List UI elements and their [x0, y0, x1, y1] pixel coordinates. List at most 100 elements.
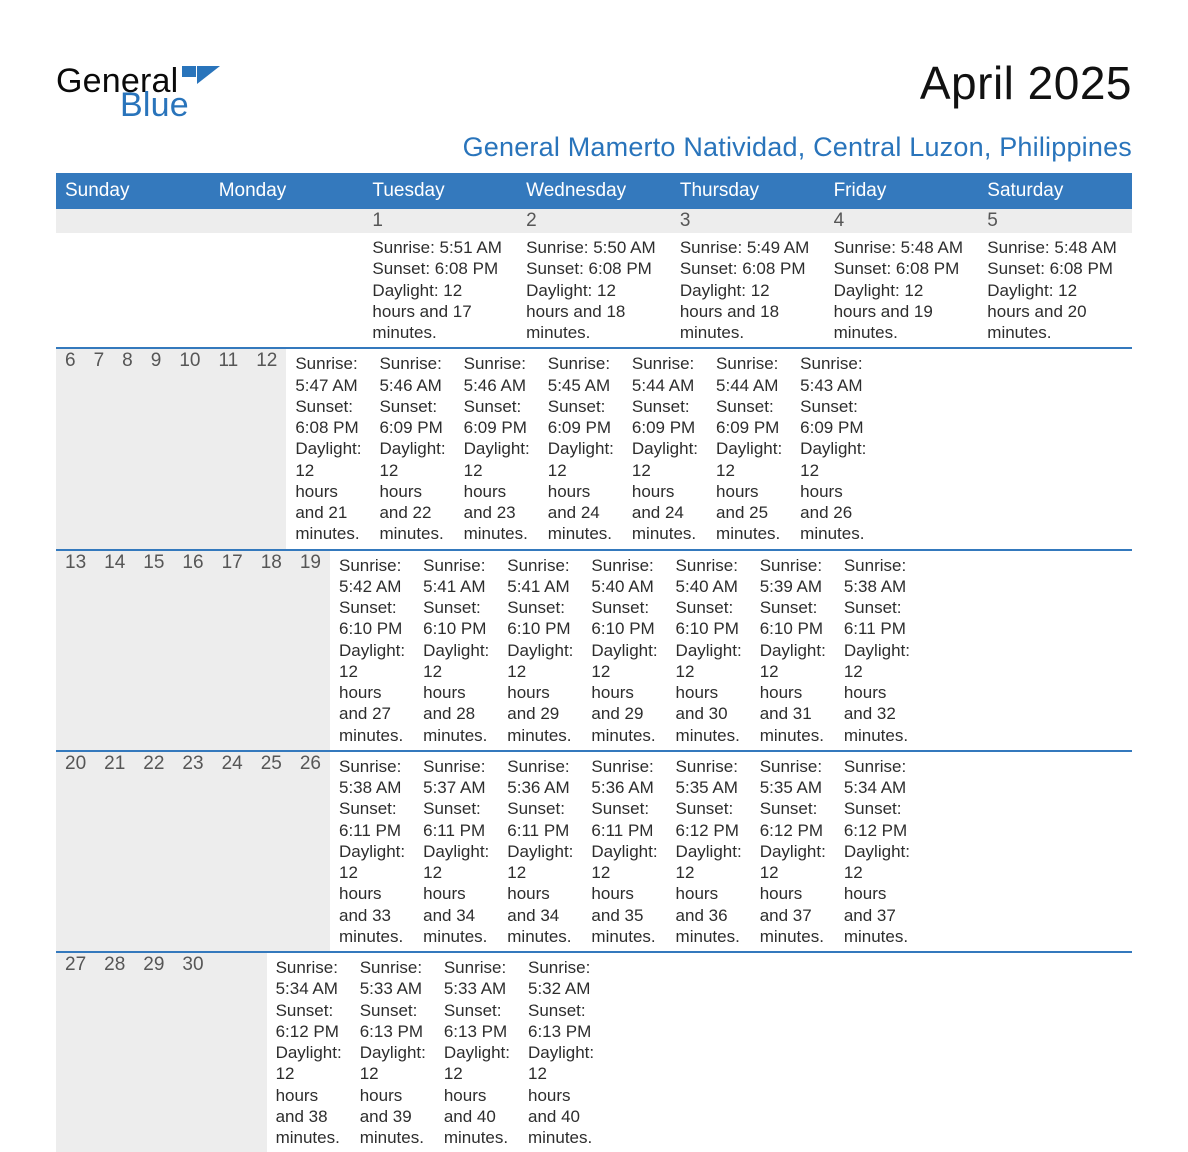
daylight-text: Daylight: 12 hours and 24 minutes. — [632, 438, 698, 544]
calendar-daynum-row: 13141516171819 — [56, 551, 330, 750]
sunrise-text: Sunrise: 5:41 AM — [507, 555, 573, 598]
sunrise-text: Sunrise: 5:48 AM — [987, 237, 1123, 258]
daylight-text: Daylight: 12 hours and 24 minutes. — [548, 438, 614, 544]
day-cell: Sunrise: 5:36 AMSunset: 6:11 PMDaylight:… — [582, 752, 666, 951]
day-cell: Sunrise: 5:48 AMSunset: 6:08 PMDaylight:… — [978, 233, 1132, 347]
day-cell: Sunrise: 5:38 AMSunset: 6:11 PMDaylight:… — [835, 551, 919, 750]
sunset-text: Sunset: 6:13 PM — [444, 1000, 510, 1043]
day-cell: Sunrise: 5:41 AMSunset: 6:10 PMDaylight:… — [414, 551, 498, 750]
day-cell: Sunrise: 5:38 AMSunset: 6:11 PMDaylight:… — [330, 752, 414, 951]
day-cell: Sunrise: 5:42 AMSunset: 6:10 PMDaylight:… — [330, 551, 414, 750]
weekday-header-cell: Saturday — [978, 173, 1132, 209]
day-cell: Sunrise: 5:34 AMSunset: 6:12 PMDaylight:… — [835, 752, 919, 951]
calendar-body-row: Sunrise: 5:42 AMSunset: 6:10 PMDaylight:… — [330, 551, 919, 750]
day-number: 6 — [56, 349, 85, 548]
sunset-text: Sunset: 6:10 PM — [339, 597, 405, 640]
sunrise-text: Sunrise: 5:47 AM — [295, 353, 361, 396]
day-number — [56, 209, 210, 233]
day-number: 30 — [173, 953, 212, 1152]
weekday-header-cell: Monday — [210, 173, 364, 209]
sunset-text: Sunset: 6:11 PM — [507, 798, 573, 841]
month-title: April 2025 — [463, 56, 1132, 110]
daylight-text: Daylight: 12 hours and 22 minutes. — [379, 438, 445, 544]
day-cell: Sunrise: 5:49 AMSunset: 6:08 PMDaylight:… — [671, 233, 825, 347]
daylight-text: Daylight: 12 hours and 18 minutes. — [680, 280, 816, 344]
sunset-text: Sunset: 6:12 PM — [760, 798, 826, 841]
day-number: 17 — [213, 551, 252, 750]
day-number: 20 — [56, 752, 95, 951]
day-cell: Sunrise: 5:46 AMSunset: 6:09 PMDaylight:… — [370, 349, 454, 548]
sunset-text: Sunset: 6:12 PM — [844, 798, 910, 841]
sunrise-text: Sunrise: 5:49 AM — [680, 237, 816, 258]
daylight-text: Daylight: 12 hours and 35 minutes. — [591, 841, 657, 947]
day-cell — [621, 953, 639, 1152]
calendar-weekday-header: Sunday Monday Tuesday Wednesday Thursday… — [56, 173, 1132, 209]
calendar-body-row: Sunrise: 5:34 AMSunset: 6:12 PMDaylight:… — [267, 953, 658, 1152]
day-number: 25 — [252, 752, 291, 951]
daylight-text: Daylight: 12 hours and 31 minutes. — [760, 640, 826, 746]
sunrise-text: Sunrise: 5:33 AM — [444, 957, 510, 1000]
day-number — [210, 209, 364, 233]
daylight-text: Daylight: 12 hours and 40 minutes. — [444, 1042, 510, 1148]
daylight-text: Daylight: 12 hours and 38 minutes. — [276, 1042, 342, 1148]
daylight-text: Daylight: 12 hours and 37 minutes. — [760, 841, 826, 947]
sunset-text: Sunset: 6:08 PM — [680, 258, 816, 279]
calendar-body-row: Sunrise: 5:47 AMSunset: 6:08 PMDaylight:… — [286, 349, 875, 548]
sunset-text: Sunset: 6:09 PM — [548, 396, 614, 439]
sunrise-text: Sunrise: 5:39 AM — [760, 555, 826, 598]
day-number: 14 — [95, 551, 134, 750]
day-cell — [56, 233, 210, 347]
sunrise-text: Sunrise: 5:35 AM — [760, 756, 826, 799]
daylight-text: Daylight: 12 hours and 29 minutes. — [591, 640, 657, 746]
day-cell: Sunrise: 5:40 AMSunset: 6:10 PMDaylight:… — [667, 551, 751, 750]
day-number: 16 — [173, 551, 212, 750]
logo-word-blue: Blue — [120, 88, 220, 122]
sunset-text: Sunset: 6:08 PM — [372, 258, 508, 279]
calendar-body: 12345Sunrise: 5:51 AMSunset: 6:08 PMDayl… — [56, 209, 1132, 1152]
day-number: 8 — [113, 349, 142, 548]
day-number: 23 — [173, 752, 212, 951]
day-cell: Sunrise: 5:35 AMSunset: 6:12 PMDaylight:… — [667, 752, 751, 951]
weekday-header-cell: Sunday — [56, 173, 210, 209]
daylight-text: Daylight: 12 hours and 34 minutes. — [507, 841, 573, 947]
daylight-text: Daylight: 12 hours and 32 minutes. — [844, 640, 910, 746]
day-cell: Sunrise: 5:32 AMSunset: 6:13 PMDaylight:… — [519, 953, 603, 1152]
daylight-text: Daylight: 12 hours and 21 minutes. — [295, 438, 361, 544]
day-number: 3 — [671, 209, 825, 233]
daylight-text: Daylight: 12 hours and 25 minutes. — [716, 438, 782, 544]
sunrise-text: Sunrise: 5:46 AM — [464, 353, 530, 396]
day-number: 13 — [56, 551, 95, 750]
day-number: 1 — [363, 209, 517, 233]
sunrise-text: Sunrise: 5:38 AM — [844, 555, 910, 598]
day-cell: Sunrise: 5:50 AMSunset: 6:08 PMDaylight:… — [517, 233, 671, 347]
sunrise-text: Sunrise: 5:34 AM — [844, 756, 910, 799]
day-number — [249, 953, 267, 1152]
sunset-text: Sunset: 6:10 PM — [676, 597, 742, 640]
sunset-text: Sunset: 6:10 PM — [591, 597, 657, 640]
day-cell: Sunrise: 5:39 AMSunset: 6:10 PMDaylight:… — [751, 551, 835, 750]
sunrise-text: Sunrise: 5:37 AM — [423, 756, 489, 799]
daylight-text: Daylight: 12 hours and 23 minutes. — [464, 438, 530, 544]
daylight-text: Daylight: 12 hours and 29 minutes. — [507, 640, 573, 746]
sunset-text: Sunset: 6:09 PM — [716, 396, 782, 439]
day-number: 27 — [56, 953, 95, 1152]
daylight-text: Daylight: 12 hours and 34 minutes. — [423, 841, 489, 947]
day-number: 15 — [134, 551, 173, 750]
sunset-text: Sunset: 6:08 PM — [834, 258, 970, 279]
day-cell: Sunrise: 5:47 AMSunset: 6:08 PMDaylight:… — [286, 349, 370, 548]
daylight-text: Daylight: 12 hours and 39 minutes. — [360, 1042, 426, 1148]
day-cell: Sunrise: 5:48 AMSunset: 6:08 PMDaylight:… — [825, 233, 979, 347]
sunset-text: Sunset: 6:09 PM — [379, 396, 445, 439]
day-number: 9 — [142, 349, 171, 548]
calendar-daynum-row: 27282930 — [56, 953, 267, 1152]
title-block: April 2025 General Mamerto Natividad, Ce… — [463, 50, 1132, 163]
sunrise-text: Sunrise: 5:41 AM — [423, 555, 489, 598]
sunrise-text: Sunrise: 5:48 AM — [834, 237, 970, 258]
day-number: 19 — [291, 551, 330, 750]
calendar-daynum-row: 20212223242526 — [56, 752, 330, 951]
day-cell — [210, 233, 364, 347]
daylight-text: Daylight: 12 hours and 30 minutes. — [676, 640, 742, 746]
page-header: General Blue April 2025 General Mamerto … — [56, 50, 1132, 163]
day-cell: Sunrise: 5:44 AMSunset: 6:09 PMDaylight:… — [623, 349, 707, 548]
sunrise-text: Sunrise: 5:36 AM — [507, 756, 573, 799]
